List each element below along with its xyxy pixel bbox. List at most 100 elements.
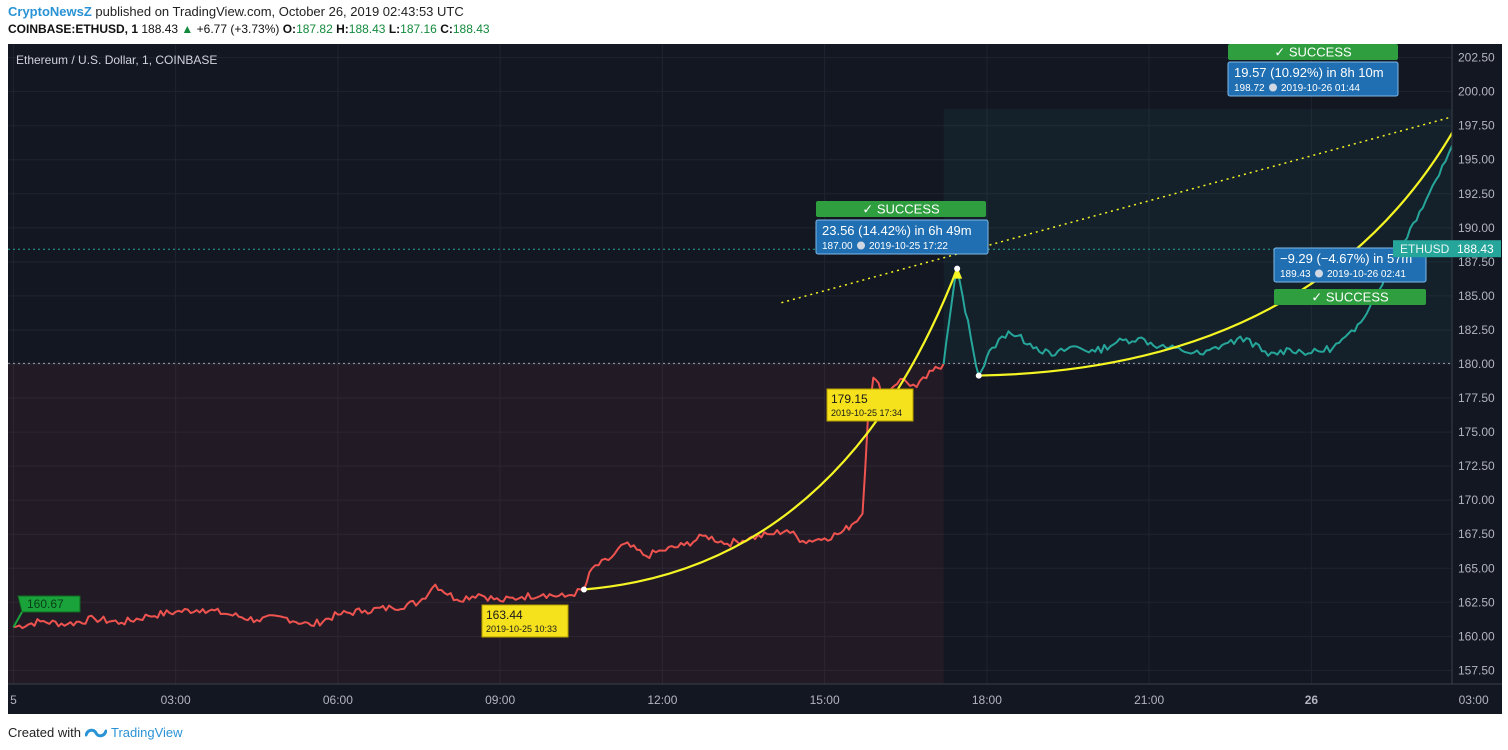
callout-time: 2019-10-26 02:41 — [1327, 269, 1406, 280]
tradingview-brand-link[interactable]: TradingView — [110, 725, 183, 740]
price-label-time: 2019-10-25 10:33 — [486, 624, 557, 634]
high-value: 188.43 — [348, 22, 386, 36]
price-series-down[interactable] — [13, 363, 945, 630]
high-label: H: — [336, 22, 349, 36]
price-tick-label: 170.00 — [1458, 493, 1495, 507]
success-badge-bg — [816, 201, 986, 217]
time-tick-label: 26 — [1305, 693, 1319, 707]
price-tick-label: 160.00 — [1458, 629, 1495, 643]
callout-time: 2019-10-25 17:22 — [869, 241, 948, 252]
price-tick-label: 202.50 — [1458, 51, 1495, 65]
price-tick-label: 162.50 — [1458, 595, 1495, 609]
price-range-callout[interactable]: 23.56 (14.42%) in 6h 49m 187.00 2019-10-25… — [815, 219, 989, 255]
up-arrow-icon: ▲ — [181, 22, 194, 36]
footer: Created with TradingView — [8, 725, 183, 740]
price-range-callout[interactable]: 19.57 (10.92%) in 8h 10m 198.72 2019-10-26… — [1227, 61, 1399, 97]
price-label-value: 163.44 — [486, 608, 523, 622]
published-text: published on TradingView.com, October 26… — [95, 4, 464, 19]
price-tick-label: 195.00 — [1458, 153, 1495, 167]
time-tick-label: 03:00 — [1459, 693, 1489, 707]
price-tick-label: 200.00 — [1458, 85, 1495, 99]
price-tick-label: 190.00 — [1458, 221, 1495, 235]
price-label-bg — [826, 388, 914, 422]
callout-box — [1273, 247, 1427, 283]
decline-zone-shade — [8, 363, 944, 684]
price-change: +6.77 (+3.73%) — [196, 22, 280, 36]
start-flag-value: 160.67 — [27, 597, 64, 611]
success-badge-text: ✓ SUCCESS — [1311, 290, 1389, 305]
anchor-point — [954, 265, 961, 272]
price-tick-label: 185.00 — [1458, 289, 1495, 303]
created-with-text: Created with — [8, 725, 81, 740]
rise-zone-shade — [943, 109, 1502, 364]
trend-arc-up-1[interactable] — [583, 268, 959, 591]
price-label-tag[interactable]: 179.15 2019-10-25 17:34 — [826, 388, 914, 422]
callout-main-text: 23.56 (14.42%) in 6h 49m — [822, 223, 972, 238]
anchor-point — [975, 372, 982, 379]
callout-main-text: −9.29 (−4.67%) in 57m — [1280, 251, 1412, 266]
clock-icon — [857, 241, 865, 250]
success-badge: ✓ SUCCESS — [1228, 44, 1398, 60]
close-label: C: — [440, 22, 453, 36]
symbol-info-line: COINBASE:ETHUSD, 1 188.43 ▲ +6.77 (+3.73… — [8, 22, 490, 36]
price-tick-label: 165.00 — [1458, 561, 1495, 575]
time-tick-label: 12:00 — [647, 693, 677, 707]
price-label-value: 179.15 — [831, 392, 868, 406]
publication-line: CryptoNewsZ published on TradingView.com… — [8, 4, 464, 19]
chart-panel[interactable]: ✓ SUCCESS 23.56 (14.42%) in 6h 49m 187.00 2… — [8, 44, 1502, 714]
anchor-point — [580, 586, 587, 593]
time-tick-label: 03:00 — [161, 693, 191, 707]
trend-arc-up-2[interactable] — [978, 108, 1467, 377]
callout-price: 187.00 — [822, 241, 853, 252]
price-tick-label: 157.50 — [1458, 663, 1495, 677]
current-price-tag: ETHUSD 188.43 — [1393, 240, 1501, 258]
price-range-callout[interactable]: −9.29 (−4.67%) in 57m 189.43 2019-10-26 02… — [1273, 247, 1427, 283]
price-label-tag[interactable]: 163.44 2019-10-25 10:33 — [481, 604, 569, 638]
success-badge-bg — [1228, 44, 1398, 60]
success-badge-text: ✓ SUCCESS — [1274, 45, 1352, 60]
success-badge: ✓ SUCCESS — [816, 201, 986, 217]
success-badge-bg — [1274, 289, 1426, 305]
low-label: L: — [388, 22, 401, 36]
last-price: 188.43 — [141, 22, 179, 36]
close-value: 188.43 — [452, 22, 490, 36]
clock-icon — [1269, 83, 1277, 92]
time-tick-label: 09:00 — [485, 693, 515, 707]
time-tick-label: 21:00 — [1134, 693, 1164, 707]
price-label-time: 2019-10-25 17:34 — [831, 408, 902, 418]
clock-icon — [1315, 269, 1323, 278]
price-tick-label: 187.50 — [1458, 255, 1495, 269]
price-tick-label: 197.50 — [1458, 119, 1495, 133]
time-tick-label: 18:00 — [972, 693, 1002, 707]
price-tick-label: 177.50 — [1458, 391, 1495, 405]
start-flag-bg — [17, 595, 81, 613]
time-tick-label: 5 — [10, 693, 17, 707]
price-series-up[interactable] — [942, 108, 1502, 377]
price-tag-bg — [1393, 240, 1501, 258]
grid-lines — [8, 44, 1475, 684]
callout-price: 189.43 — [1280, 269, 1311, 280]
price-tag-symbol: ETHUSD — [1400, 242, 1450, 256]
dotted-trend-line[interactable] — [781, 112, 1466, 304]
price-tick-label: 182.50 — [1458, 323, 1495, 337]
success-badge-text: ✓ SUCCESS — [862, 202, 940, 217]
price-tick-label: 175.00 — [1458, 425, 1495, 439]
price-tick-label: 192.50 — [1458, 187, 1495, 201]
start-flag-pointer — [12, 611, 23, 628]
open-value: 187.82 — [296, 22, 333, 36]
price-tag-value: 188.43 — [1457, 242, 1494, 256]
callout-main-text: 19.57 (10.92%) in 8h 10m — [1234, 65, 1384, 80]
low-value: 187.16 — [400, 22, 437, 36]
price-axis-background — [1452, 44, 1502, 714]
price-label-bg — [481, 604, 569, 638]
price-axis[interactable]: 157.50 160.00 162.50 165.00 167.50 170.00 172.… — [1458, 51, 1495, 678]
symbol-name: COINBASE:ETHUSD, 1 — [8, 22, 139, 36]
time-axis[interactable]: 5 03:00 06:00 09:00 12:00 15:00 18:00 21:00 26 03… — [10, 693, 1502, 707]
callout-time: 2019-10-26 01:44 — [1281, 83, 1360, 94]
price-tick-label: 172.50 — [1458, 459, 1495, 473]
arrowhead-icon — [952, 266, 963, 279]
time-tick-label: 06:00 — [323, 693, 353, 707]
author-link[interactable]: CryptoNewsZ — [8, 4, 92, 19]
